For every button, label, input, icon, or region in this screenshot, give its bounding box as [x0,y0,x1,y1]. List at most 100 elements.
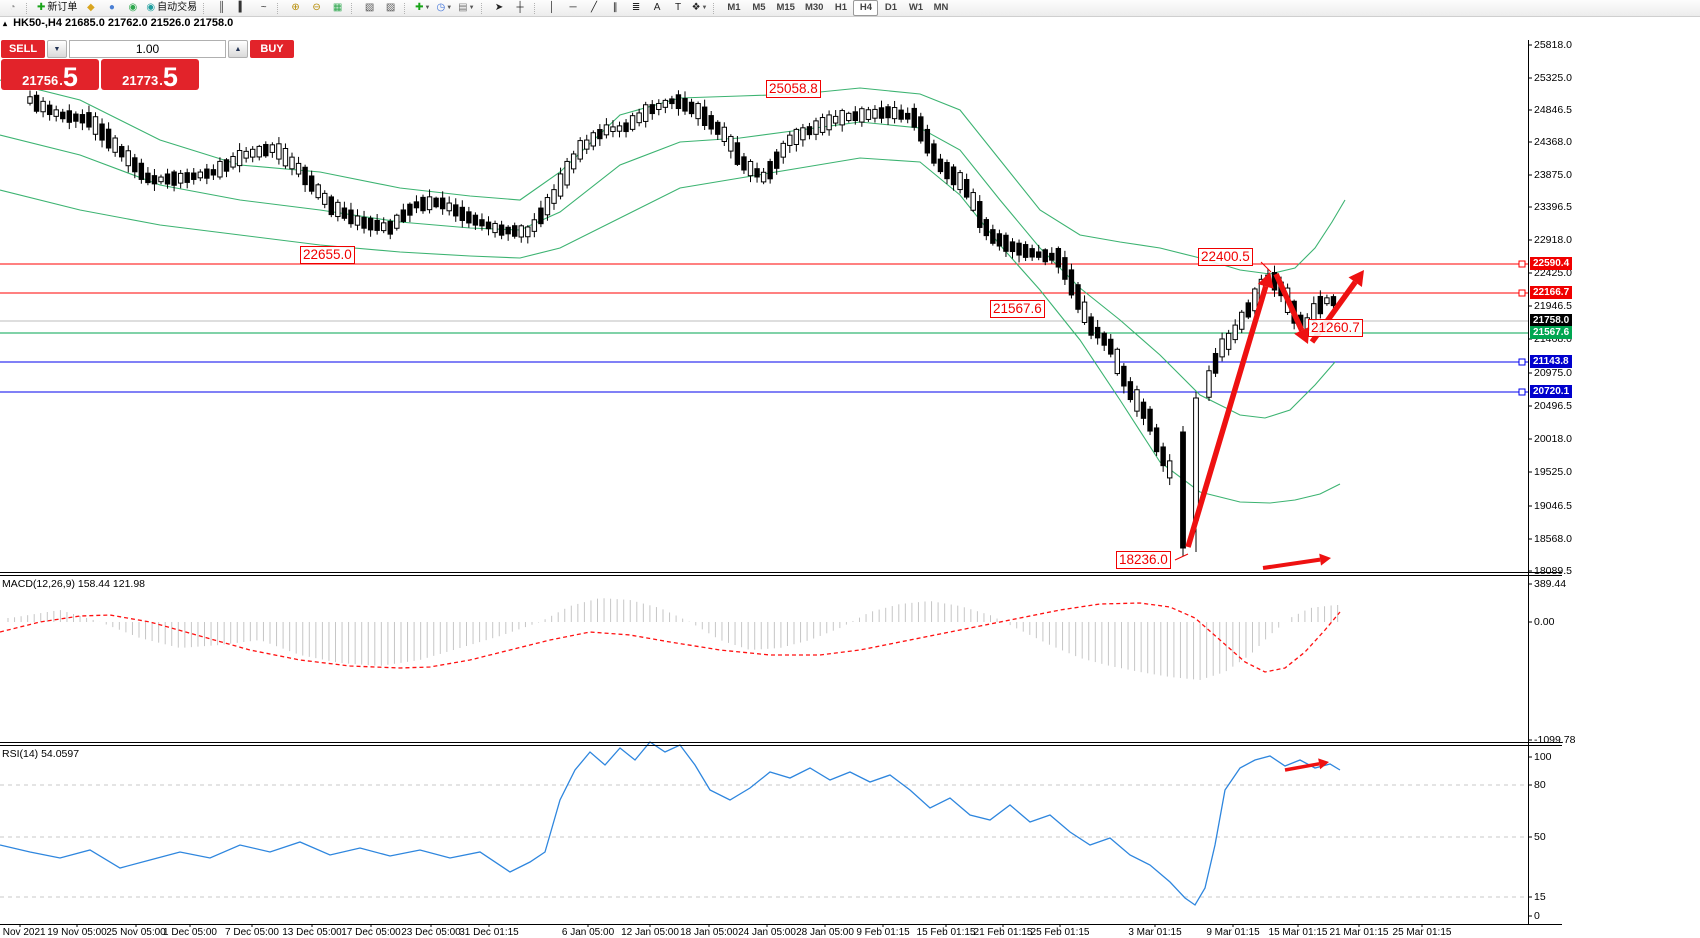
signals-icon[interactable]: ◉ [128,2,138,13]
trend-arrow [1273,272,1310,344]
toolbar-separator [404,2,409,14]
rsi-line [0,741,1341,906]
price-line-tag: 22166.7 [1530,286,1573,299]
symbol-ohlc-bar: ▴ HK50-,H4 21685.0 21762.0 21526.0 21758… [3,17,233,29]
buy-price-big-digit: 5 [162,62,178,92]
time-axis-tick: 15 Feb 01:15 [916,927,976,938]
price-axis-tick: 24368.0 [1534,136,1572,148]
timeframe-button-m30[interactable]: M30 [804,2,824,13]
time-axis-tick: 28 Jan 05:00 [796,927,854,938]
timeframe-button-mn[interactable]: MN [933,2,949,13]
price-axis-tick: 25325.0 [1534,72,1572,84]
symbol-marker-icon: ▴ [3,19,8,28]
arrows-icon[interactable]: ❖ ▼ [691,2,708,13]
rsi-indicator-label: RSI(14) 54.0597 [2,748,80,760]
axis-tick-marks [19,44,1532,927]
price-axis-tick: 18089.5 [1534,565,1572,577]
rsi-axis-tick: 15 [1534,891,1546,903]
toolbar-separator [480,2,486,14]
tile-windows-icon[interactable]: ▦ [332,2,343,13]
rsi-axis-tick: 50 [1534,831,1546,843]
timeframe-button-h4[interactable]: H4 [853,0,879,16]
messenger-icon[interactable]: ● [108,2,115,13]
text-icon[interactable]: A [653,2,661,13]
time-axis-tick: 5 Nov 2021 [0,927,46,938]
rsi-axis-tick: 100 [1534,751,1552,763]
rsi-gridlines [0,784,1528,898]
autotrading-button[interactable]: ◉ 自动交易 [146,2,198,13]
horizontal-line-icon[interactable]: ─ [569,2,577,13]
annotation-label: 22655.0 [300,246,355,264]
indicators-icon[interactable]: ✚ ▼ [415,2,431,13]
fibonacci-icon[interactable]: ≣ [631,2,641,13]
cursor-icon[interactable]: ➤ [494,2,504,13]
time-axis-tick: 25 Feb 01:15 [1030,927,1090,938]
volume-input[interactable] [69,40,226,58]
periods-icon[interactable]: ◷ ▼ [436,2,453,13]
zoom-in-icon[interactable]: ⊕ [291,2,300,13]
timeframe-button-m15[interactable]: M15 [776,2,795,13]
toolbar-separator [713,2,718,14]
time-axis-tick: 7 Dec 05:00 [225,927,279,938]
price-axis-tick: 18568.0 [1534,533,1572,545]
rsi-arrow [1284,758,1329,772]
annotation-label: 21260.7 [1308,319,1363,337]
sell-price-button[interactable]: 21756. 5 [1,59,99,91]
panel-frame [0,40,1562,925]
chart-window-icon[interactable]: ◔ [9,2,16,13]
new-order-button[interactable]: ✚ 新订单 [37,2,78,13]
toolbar-separator [351,2,356,14]
time-axis-tick: 13 Dec 05:00 [282,927,342,938]
price-axis-tick: 24846.5 [1534,104,1572,116]
buy-button[interactable]: BUY [250,40,294,58]
sell-button[interactable]: SELL [1,40,45,58]
timeframe-button-m1[interactable]: M1 [727,2,741,13]
symbol-name: HK50-,H4 [13,17,62,29]
zoom-out-icon[interactable]: ⊖ [312,2,321,13]
rsi-axis-tick: 80 [1534,779,1546,791]
price-axis-tick: 22425.0 [1534,267,1572,279]
line-chart-icon[interactable]: ~ [260,2,267,13]
time-axis-tick: 21 Feb 01:15 [973,927,1033,938]
time-axis-tick: 19 Nov 05:00 [47,927,107,938]
volume-decrease-button[interactable]: ▼ [47,40,67,58]
macd-axis-tick: 389.44 [1534,578,1567,590]
price-line-tag: 22590.4 [1530,257,1573,270]
annotation-label: 22400.5 [1198,248,1253,266]
one-click-trading-panel: SELL ▼ ▲ BUY 21756.5 21773.5 [1,40,294,92]
timeframe-button-m5[interactable]: M5 [752,2,766,13]
volume-increase-button[interactable]: ▲ [228,40,248,58]
crosshair-icon[interactable]: ┼ [516,2,524,13]
candlestick-chart-icon[interactable]: ▍ [238,2,247,13]
vertical-line-icon[interactable]: │ [548,2,556,13]
price-line-tag: 20720.1 [1530,385,1573,398]
annotation-label: 18236.0 [1116,551,1171,569]
time-axis-tick: 17 Dec 05:00 [341,927,401,938]
annotation-connectors [1174,261,1272,561]
timeframe-button-w1[interactable]: W1 [908,2,924,13]
price-line-tag: 21567.6 [1530,326,1573,339]
buy-price-main: 21773 [122,73,159,88]
main-toolbar: ◔ ✚ 新订单 ◆ ● ◉ ◉ 自动交易 ║ ▍ ~ ⊕ ⊖ ▦ ▧ ▨ ✚ ▼ ◷ ▼ ▤ ▼ ➤ ┼ │ ─ ╱ ∥ ≣ A T ❖ ▼ M1… [0,0,1700,17]
templates-icon[interactable]: ▤ ▼ [458,2,475,13]
time-axis-tick: 23 Dec 05:00 [401,927,461,938]
macd-histogram [7,598,1339,680]
trend-arrow [1185,272,1274,548]
chart-shift-icon[interactable]: ▨ [385,2,396,13]
toolbar-separator [277,2,282,14]
auto-arrange-icon[interactable]: ▧ [364,2,375,13]
trendline-icon[interactable]: ╱ [591,2,598,13]
time-axis-tick: 24 Jan 05:00 [738,927,796,938]
time-axis-tick: 25 Mar 01:15 [1392,927,1452,938]
history-center-icon[interactable]: ◆ [87,2,95,13]
bar-chart-icon[interactable]: ║ [218,2,226,13]
equidistant-channel-icon[interactable]: ∥ [612,2,618,13]
macd-axis-tick: -1099.78 [1534,734,1576,746]
text-label-icon[interactable]: T [675,2,682,13]
time-axis-tick: 31 Dec 01:15 [459,927,519,938]
timeframe-button-d1[interactable]: D1 [884,2,898,13]
buy-price-button[interactable]: 21773. 5 [101,59,199,92]
rsi-axis-tick: 0 [1534,910,1540,922]
timeframe-button-h1[interactable]: H1 [834,2,848,13]
